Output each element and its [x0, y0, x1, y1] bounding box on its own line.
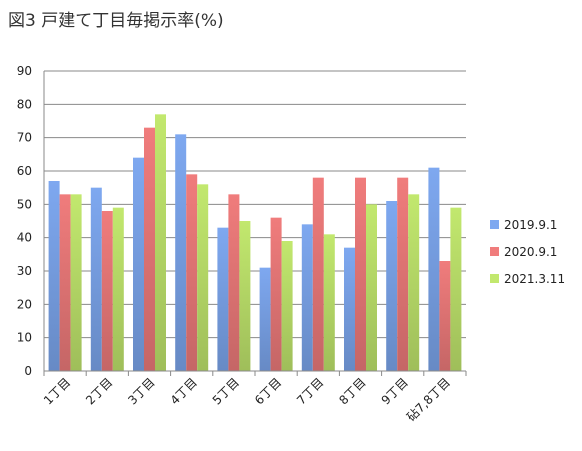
bar: [259, 267, 271, 371]
bar: [197, 184, 209, 371]
bar: [228, 194, 240, 371]
bar: [428, 167, 440, 371]
axes: [43, 71, 467, 376]
y-tick-label: 50: [17, 197, 32, 211]
bar: [144, 127, 155, 372]
bar: [155, 114, 166, 371]
y-tick-label: 60: [17, 164, 32, 178]
chart-title: 図3 戸建て丁目毎掲示率(%): [8, 11, 224, 31]
legend-label: 2021.3.11: [504, 272, 565, 286]
legend-swatch: [490, 220, 499, 229]
bar: [281, 241, 293, 371]
x-tick-label: 2丁目: [83, 375, 115, 407]
y-tick-label: 20: [17, 297, 32, 311]
legend-label: 2019.9.1: [504, 218, 557, 232]
legend-swatch: [490, 274, 499, 283]
y-tick-label: 10: [17, 331, 32, 345]
bar: [386, 201, 398, 371]
bar: [217, 227, 229, 371]
bar: [408, 194, 420, 371]
bar: [323, 234, 335, 371]
bar: [101, 211, 113, 371]
y-tick-labels: 0 10 20 30 40 50 60 70 80 90: [17, 64, 32, 378]
bar: [312, 177, 324, 371]
bar: [439, 261, 451, 371]
y-tick-label: 40: [17, 231, 32, 245]
bar: [59, 194, 71, 371]
x-tick-label: 7丁目: [294, 375, 326, 407]
bar: [239, 221, 251, 371]
bar: [344, 247, 355, 371]
bar: [301, 224, 313, 371]
y-tick-label: 70: [17, 131, 32, 145]
bar: [397, 177, 409, 371]
bar: [112, 207, 124, 371]
y-tick-label: 30: [17, 264, 32, 278]
bar: [186, 174, 198, 371]
y-tick-label: 90: [17, 64, 32, 78]
x-tick-label: 5丁目: [210, 375, 242, 407]
x-tick-label: 3丁目: [125, 375, 157, 407]
bar: [70, 194, 82, 371]
x-tick-label: 8丁目: [336, 375, 368, 407]
bar: [366, 204, 377, 371]
x-tick-label: 1丁目: [41, 375, 73, 407]
x-tick-label: 9丁目: [379, 375, 411, 407]
x-tick-label: 砧7,8丁目: [404, 375, 453, 424]
bars: [48, 114, 462, 372]
bar: [48, 181, 60, 371]
bar: [175, 134, 187, 371]
y-tick-label: 0: [24, 364, 32, 378]
bar: [270, 217, 282, 371]
legend-label: 2020.9.1: [504, 245, 557, 259]
x-tick-label: 6丁目: [252, 375, 284, 407]
legend-swatch: [490, 247, 499, 256]
bar: [133, 157, 144, 371]
bar: [355, 177, 366, 371]
legend: 2019.9.1 2020.9.1 2021.3.11: [490, 218, 565, 286]
x-tick-label: 4丁目: [168, 375, 200, 407]
y-tick-label: 80: [17, 97, 32, 111]
bar: [450, 207, 462, 371]
bar: [90, 187, 102, 371]
